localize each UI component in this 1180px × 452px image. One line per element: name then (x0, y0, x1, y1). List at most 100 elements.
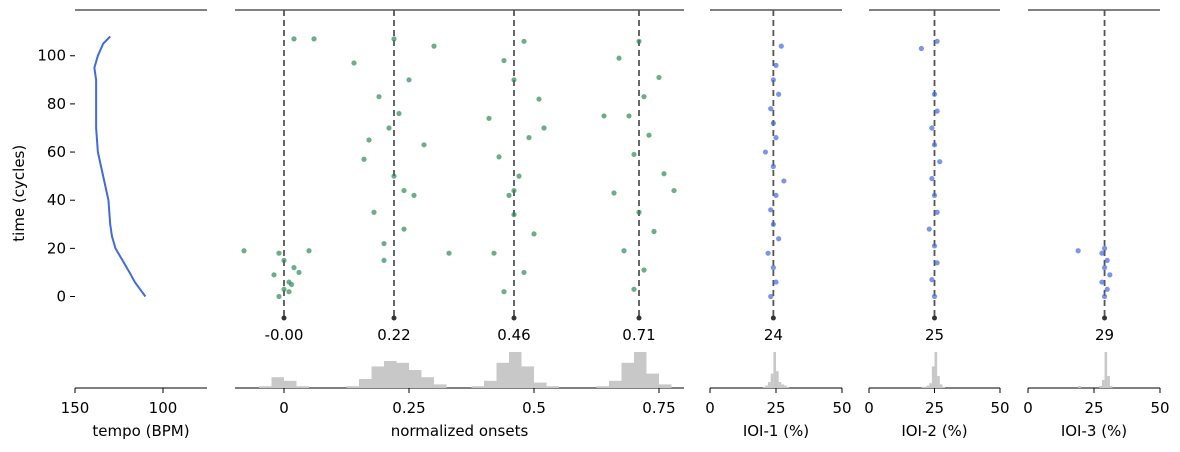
mean-label: 24 (764, 326, 783, 344)
histogram-bar (929, 383, 932, 388)
x-tick-label: 100 (149, 399, 178, 417)
scatter-point (541, 125, 547, 131)
scatter-point (768, 106, 774, 112)
scatter-point (491, 250, 497, 256)
scatter-point (431, 43, 437, 49)
histogram-bar (371, 366, 384, 388)
histogram-bar (634, 352, 647, 388)
histogram-bar (1101, 380, 1105, 388)
scatter-point (931, 243, 938, 249)
histogram-bar (765, 385, 769, 388)
scatter-point (241, 248, 247, 254)
scatter-point (636, 38, 642, 44)
scatter-point (934, 209, 940, 215)
scatter-point (929, 277, 935, 283)
scatter-point (641, 94, 647, 100)
x-tick-label: 25 (766, 399, 785, 417)
scatter-point (406, 77, 412, 83)
histogram-bar (768, 382, 771, 388)
scatter-point (496, 154, 502, 160)
scatter-point (781, 178, 787, 184)
y-axis-label: time (cycles) (10, 145, 28, 242)
scatter-point (276, 250, 282, 256)
scatter-point (636, 209, 642, 215)
scatter-point (276, 293, 282, 300)
scatter-point (381, 240, 387, 247)
scatter-point (386, 125, 392, 131)
scatter-point (631, 286, 637, 292)
scatter-point (656, 74, 662, 81)
histogram-bar (296, 386, 309, 388)
scatter-point (773, 279, 779, 285)
scatter-point (381, 257, 387, 263)
scatter-point (929, 125, 935, 131)
scatter-point (773, 135, 779, 141)
x-axis-label: IOI-3 (%) (1061, 422, 1127, 440)
x-tick-label: 50 (1150, 399, 1169, 417)
mean-marker (281, 315, 287, 321)
histogram-bar (1109, 386, 1113, 388)
scatter-point (616, 55, 622, 61)
scatter-point (366, 137, 372, 143)
scatter-point (281, 257, 287, 263)
x-axis-label: tempo (BPM) (92, 422, 189, 440)
scatter-point (601, 113, 607, 119)
histogram-bar (596, 386, 609, 388)
histogram-bar (496, 362, 509, 388)
histogram-bar (921, 386, 925, 388)
histogram-bar (384, 361, 397, 388)
scatter-point (776, 91, 782, 97)
scatter-point (401, 226, 407, 232)
mean-label: 29 (1095, 326, 1114, 344)
histogram-bar (346, 386, 359, 388)
histogram-bar (1099, 386, 1102, 388)
x-tick-label: 0 (279, 399, 289, 417)
mean-marker (932, 315, 937, 321)
scatter-point (1104, 286, 1110, 292)
histogram-bar (1078, 386, 1081, 388)
mean-marker (511, 315, 517, 321)
scatter-point (1104, 257, 1110, 263)
scatter-point (926, 226, 932, 232)
scatter-point (291, 36, 297, 42)
x-tick-label: 0.25 (392, 399, 425, 417)
mean-marker (770, 315, 776, 321)
scatter-point (311, 36, 317, 42)
scatter-point (770, 221, 776, 227)
x-tick-label: 25 (1084, 399, 1103, 417)
scatter-point (536, 96, 542, 102)
scatter-point (931, 192, 938, 198)
histogram-bar (934, 352, 938, 388)
scatter-point (770, 163, 776, 170)
histogram-bar (939, 384, 943, 388)
histogram-bar (259, 386, 272, 388)
x-axis-label: IOI-2 (%) (901, 422, 967, 440)
scatter-point (621, 248, 627, 254)
scatter-point (661, 171, 667, 177)
histogram-bar (396, 362, 409, 388)
scatter-point (351, 60, 357, 66)
histogram-bar (781, 384, 784, 388)
scatter-point (1099, 279, 1105, 285)
histogram-bar (778, 382, 782, 388)
y-tick-label: 80 (47, 95, 66, 113)
y-tick-label: 100 (37, 47, 66, 65)
x-tick-label: 0 (864, 399, 874, 417)
histogram-bar (359, 379, 372, 388)
scatter-point (1101, 293, 1108, 300)
scatter-point (501, 289, 507, 295)
scatter-point (918, 45, 925, 52)
scatter-point (296, 269, 302, 276)
mean-label: 25 (925, 326, 944, 344)
histogram-bar (659, 384, 672, 388)
scatter-point (931, 142, 938, 148)
x-axis-label: IOI-1 (%) (743, 422, 809, 440)
histogram-bar (646, 373, 659, 388)
histogram-bar (926, 385, 930, 388)
scatter-point (371, 209, 377, 215)
histogram-bar (924, 386, 927, 388)
histogram-bar (471, 386, 484, 388)
scatter-point (286, 289, 292, 295)
histogram-bar (484, 380, 497, 388)
